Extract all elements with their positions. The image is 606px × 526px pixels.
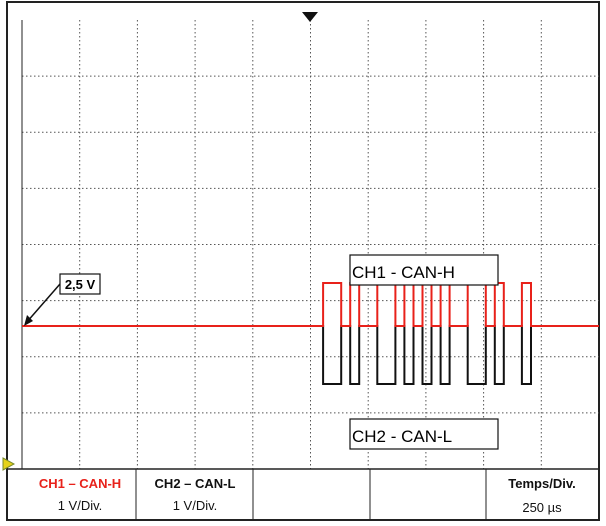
- ch2-scale: 1 V/Div.: [173, 498, 218, 513]
- reference-arrow-head-icon: [24, 315, 33, 326]
- ch2-trace-label: CH2 - CAN-L: [352, 427, 452, 446]
- ch2-trace-label-box: [349, 418, 499, 450]
- status-bar: CH1 – CAN-H 1 V/Div. CH2 – CAN-L 1 V/Div…: [7, 468, 599, 520]
- graticule: [21, 20, 599, 469]
- ch1-trace-label: CH1 - CAN-H: [352, 263, 455, 282]
- timebase-value: 250 µs: [522, 500, 562, 515]
- reference-level-label: 2,5 V: [65, 277, 96, 292]
- ch1-name: CH1 – CAN-H: [39, 476, 121, 491]
- channel-marker-icon: [2, 457, 16, 471]
- trigger-marker-icon: [302, 12, 318, 22]
- ch2-name: CH2 – CAN-L: [155, 476, 236, 491]
- ch2-can-l-trace: [22, 325, 599, 385]
- reference-arrow: [25, 283, 61, 324]
- timebase-label: Temps/Div.: [508, 476, 575, 491]
- ch1-scale: 1 V/Div.: [58, 498, 103, 513]
- ch1-trace-label-box: [349, 254, 499, 286]
- screen-frame: [6, 1, 600, 521]
